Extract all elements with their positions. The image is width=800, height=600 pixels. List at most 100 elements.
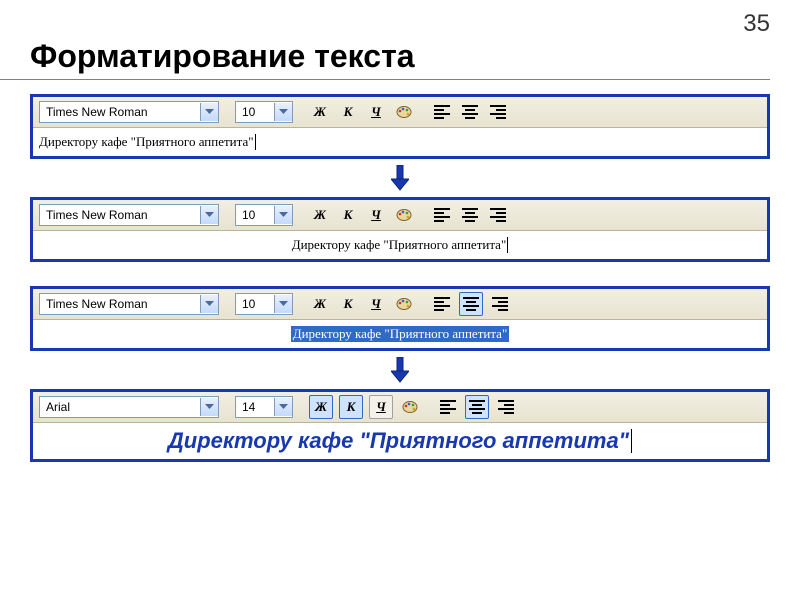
font-color-button[interactable] — [393, 293, 415, 315]
align-left-button[interactable] — [437, 396, 459, 418]
font-family-combo[interactable]: Times New Roman — [39, 293, 219, 315]
chevron-down-icon[interactable] — [274, 206, 292, 224]
bold-glyph: Ж — [314, 207, 326, 223]
font-size-value: 10 — [236, 297, 274, 311]
italic-glyph: К — [344, 104, 353, 120]
text-content[interactable]: Директору кафе "Приятного аппетита" — [33, 128, 767, 156]
align-right-button[interactable] — [489, 293, 511, 315]
editor-panel: Times New Roman 10 Ж К Ч Директору кафе … — [30, 197, 770, 262]
align-right-button[interactable] — [487, 101, 509, 123]
palette-icon — [396, 297, 412, 311]
chevron-down-icon[interactable] — [200, 103, 218, 121]
panels-container: Times New Roman 10 Ж К Ч Директору кафе … — [0, 80, 800, 462]
bold-button[interactable]: Ж — [309, 101, 331, 123]
font-size-value: 10 — [236, 105, 274, 119]
align-left-icon — [434, 208, 450, 222]
text-content[interactable]: Директору кафе "Приятного аппетита" — [33, 320, 767, 348]
font-family-combo[interactable]: Arial — [39, 396, 219, 418]
text-caret — [255, 134, 256, 150]
italic-button[interactable]: К — [337, 293, 359, 315]
align-left-button[interactable] — [431, 101, 453, 123]
font-family-combo[interactable]: Times New Roman — [39, 101, 219, 123]
align-left-icon — [434, 105, 450, 119]
align-center-button[interactable] — [459, 292, 483, 316]
arrow-down-icon — [30, 165, 770, 191]
align-left-button[interactable] — [431, 204, 453, 226]
align-right-button[interactable] — [487, 204, 509, 226]
toolbar: Arial 14 Ж К Ч — [33, 392, 767, 423]
align-left-button[interactable] — [431, 293, 453, 315]
text-content[interactable]: Директору кафе "Приятного аппетита" — [33, 423, 767, 459]
text-caret — [507, 237, 508, 253]
font-size-combo[interactable]: 14 — [235, 396, 293, 418]
editor-panel: Times New Roman 10 Ж К Ч Директору кафе … — [30, 286, 770, 351]
editor-panel: Times New Roman 10 Ж К Ч Директору кафе … — [30, 94, 770, 159]
toolbar: Times New Roman 10 Ж К Ч — [33, 200, 767, 231]
align-right-icon — [492, 297, 508, 311]
font-color-button[interactable] — [399, 396, 421, 418]
align-right-button[interactable] — [495, 396, 517, 418]
align-center-button[interactable] — [465, 395, 489, 419]
align-center-button[interactable] — [459, 101, 481, 123]
arrow-down-icon — [30, 357, 770, 383]
align-right-icon — [498, 400, 514, 414]
align-center-icon — [463, 297, 479, 311]
font-size-combo[interactable]: 10 — [235, 204, 293, 226]
italic-glyph: К — [347, 399, 356, 415]
document-text: Директору кафе "Приятного аппетита" — [39, 134, 254, 150]
underline-button[interactable]: Ч — [365, 101, 387, 123]
bold-button[interactable]: Ж — [309, 395, 333, 419]
font-size-value: 10 — [236, 208, 274, 222]
font-family-value: Arial — [40, 400, 200, 414]
toolbar: Times New Roman 10 Ж К Ч — [33, 289, 767, 320]
page-number: 35 — [743, 10, 770, 38]
bold-button[interactable]: Ж — [309, 293, 331, 315]
chevron-down-icon[interactable] — [200, 206, 218, 224]
document-text: Директору кафе "Приятного аппетита" — [292, 237, 507, 253]
align-left-icon — [434, 297, 450, 311]
underline-button[interactable]: Ч — [369, 395, 393, 419]
bold-glyph: Ж — [315, 399, 327, 415]
text-content[interactable]: Директору кафе "Приятного аппетита" — [33, 231, 767, 259]
document-text-selected: Директору кафе "Приятного аппетита" — [291, 326, 510, 342]
bold-button[interactable]: Ж — [309, 204, 331, 226]
italic-glyph: К — [344, 207, 353, 223]
align-center-icon — [462, 208, 478, 222]
underline-glyph: Ч — [371, 296, 381, 312]
font-family-combo[interactable]: Times New Roman — [39, 204, 219, 226]
align-center-icon — [462, 105, 478, 119]
palette-icon — [402, 400, 418, 414]
chevron-down-icon[interactable] — [274, 103, 292, 121]
align-right-icon — [490, 208, 506, 222]
align-center-icon — [469, 400, 485, 414]
bold-glyph: Ж — [314, 104, 326, 120]
italic-button[interactable]: К — [339, 395, 363, 419]
font-family-value: Times New Roman — [40, 105, 200, 119]
align-center-button[interactable] — [459, 204, 481, 226]
toolbar: Times New Roman 10 Ж К Ч — [33, 97, 767, 128]
underline-button[interactable]: Ч — [365, 204, 387, 226]
chevron-down-icon[interactable] — [274, 398, 292, 416]
font-size-combo[interactable]: 10 — [235, 101, 293, 123]
chevron-down-icon[interactable] — [200, 398, 218, 416]
italic-button[interactable]: К — [337, 101, 359, 123]
underline-button[interactable]: Ч — [365, 293, 387, 315]
font-color-button[interactable] — [393, 101, 415, 123]
font-family-value: Times New Roman — [40, 208, 200, 222]
align-right-icon — [490, 105, 506, 119]
chevron-down-icon[interactable] — [274, 295, 292, 313]
underline-glyph: Ч — [371, 104, 381, 120]
palette-icon — [396, 105, 412, 119]
underline-glyph: Ч — [371, 207, 381, 223]
palette-icon — [396, 208, 412, 222]
document-text: Директору кафе "Приятного аппетита" — [168, 428, 629, 454]
italic-glyph: К — [344, 296, 353, 312]
chevron-down-icon[interactable] — [200, 295, 218, 313]
align-left-icon — [440, 400, 456, 414]
font-size-combo[interactable]: 10 — [235, 293, 293, 315]
underline-glyph: Ч — [376, 399, 386, 415]
italic-button[interactable]: К — [337, 204, 359, 226]
font-size-value: 14 — [236, 400, 274, 414]
editor-panel: Arial 14 Ж К Ч Директору кафе "Приятного… — [30, 389, 770, 462]
font-color-button[interactable] — [393, 204, 415, 226]
